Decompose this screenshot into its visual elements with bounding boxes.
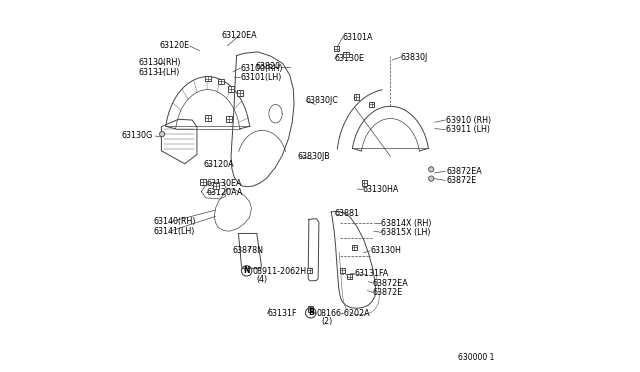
Polygon shape [237, 90, 243, 96]
Polygon shape [354, 94, 359, 100]
Text: B: B [308, 308, 314, 317]
Text: 63130E: 63130E [335, 54, 365, 63]
Circle shape [429, 167, 434, 172]
Text: 63131FA: 63131FA [355, 269, 388, 278]
Text: 63130(RH): 63130(RH) [138, 58, 181, 67]
Text: (2): (2) [321, 317, 332, 326]
Polygon shape [228, 86, 234, 92]
Text: 63120E: 63120E [159, 41, 189, 51]
Text: 63100(RH): 63100(RH) [240, 64, 283, 73]
Text: 630000 1: 630000 1 [458, 353, 494, 362]
Polygon shape [226, 116, 232, 122]
Text: 63130EA: 63130EA [206, 179, 242, 187]
Polygon shape [334, 46, 339, 51]
Text: 63130HA: 63130HA [363, 185, 399, 194]
Text: 63120AA: 63120AA [206, 188, 243, 197]
Polygon shape [351, 244, 356, 250]
Polygon shape [218, 78, 223, 84]
Text: N: N [243, 266, 250, 275]
Text: 63872E: 63872E [446, 176, 476, 185]
Text: 63140(RH): 63140(RH) [153, 218, 196, 227]
Polygon shape [205, 76, 211, 81]
Polygon shape [369, 102, 374, 107]
Circle shape [429, 176, 434, 181]
Text: 63878N: 63878N [232, 246, 263, 255]
Text: 63911 (LH): 63911 (LH) [446, 125, 490, 134]
Text: 63101(LH): 63101(LH) [240, 73, 282, 82]
Text: 63830JB: 63830JB [298, 152, 330, 161]
Text: 63130G: 63130G [122, 131, 153, 141]
Polygon shape [362, 180, 367, 186]
Polygon shape [205, 115, 211, 121]
Text: 63830JC: 63830JC [305, 96, 338, 105]
Polygon shape [343, 52, 349, 57]
Text: 63131F: 63131F [268, 310, 297, 318]
Text: (4): (4) [256, 275, 268, 284]
Polygon shape [308, 307, 314, 312]
Text: 63814X (RH): 63814X (RH) [381, 219, 431, 228]
Polygon shape [340, 268, 345, 273]
Text: 63910 (RH): 63910 (RH) [446, 116, 491, 125]
Text: 63141(LH): 63141(LH) [153, 227, 195, 236]
Text: 63120A: 63120A [204, 160, 235, 169]
Text: 63815X (LH): 63815X (LH) [381, 228, 431, 237]
Polygon shape [307, 268, 312, 273]
Text: 63872E: 63872E [373, 288, 403, 297]
Text: 63830J: 63830J [401, 52, 428, 61]
Text: 63872EA: 63872EA [446, 167, 482, 176]
Polygon shape [347, 274, 352, 279]
Text: 63101A: 63101A [343, 32, 374, 42]
Text: 63120EA: 63120EA [221, 31, 257, 40]
Text: 63820: 63820 [256, 62, 281, 71]
Polygon shape [213, 183, 219, 189]
Text: 63872EA: 63872EA [373, 279, 409, 288]
Polygon shape [200, 179, 206, 185]
Text: 08911-2062H: 08911-2062H [253, 267, 307, 276]
Text: 63881: 63881 [335, 209, 360, 218]
Circle shape [159, 132, 164, 137]
Text: 08166-6202A: 08166-6202A [316, 310, 370, 318]
Text: 63130H: 63130H [370, 246, 401, 255]
Text: 63131(LH): 63131(LH) [138, 68, 180, 77]
